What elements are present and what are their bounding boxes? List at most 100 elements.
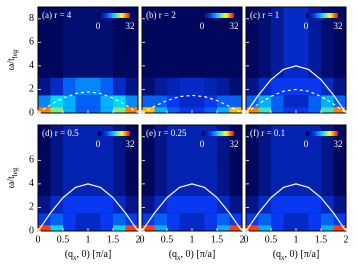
heat-cell <box>75 107 88 113</box>
heat-cell <box>88 7 101 78</box>
heat-cell <box>88 213 101 226</box>
heat-cell <box>63 107 76 113</box>
heat-cell <box>113 7 126 78</box>
heat-cell <box>38 7 51 78</box>
x-label-part: (q <box>169 249 177 260</box>
x-tick-label: 1 <box>190 234 195 245</box>
heat-cell <box>217 95 230 108</box>
heat-cell <box>142 225 155 231</box>
heat-cell <box>229 107 242 113</box>
heat-cell <box>333 7 346 78</box>
heat-cell <box>217 125 230 196</box>
heat-cell <box>63 225 76 231</box>
heat-cell <box>333 213 346 226</box>
heat-cell <box>217 107 230 113</box>
heat-cell <box>271 95 284 108</box>
heat-cell <box>204 195 217 214</box>
heat-cell <box>75 7 88 78</box>
panel <box>142 125 242 231</box>
heat-cell <box>154 107 167 113</box>
heat-cell <box>125 213 138 226</box>
heat-cell <box>283 213 296 226</box>
heat-cell <box>296 213 309 226</box>
panel-title: (f) r = 0.1 <box>250 128 285 138</box>
heat-cell <box>179 7 192 78</box>
heat-cell <box>113 107 126 113</box>
y-label-sub: leg <box>11 167 19 176</box>
heat-cell <box>258 125 271 196</box>
y-tick-label: 8 <box>29 13 34 24</box>
heat-cell <box>192 95 205 108</box>
x-label-part: , 0) [π/a] <box>77 249 112 260</box>
heat-cell <box>192 107 205 113</box>
heat-cell <box>271 77 284 96</box>
heat-cell <box>296 195 309 214</box>
colorbar-label: 32 <box>334 21 343 31</box>
heat-cell <box>100 107 113 113</box>
heat-cell <box>271 195 284 214</box>
heat-cell <box>308 195 321 214</box>
heat-cell <box>229 225 242 231</box>
heat-cell <box>50 107 63 113</box>
dispersion-curve <box>38 183 138 231</box>
y-tick-label: 6 <box>29 37 34 48</box>
x-tick-label: 1.5 <box>211 234 224 245</box>
heat-cell <box>246 213 259 226</box>
heat-cell <box>38 195 51 214</box>
x-tick-label: 0 <box>244 234 249 245</box>
dispersion-curve <box>246 183 346 231</box>
heat-cell <box>50 77 63 96</box>
heat-cell <box>50 225 63 231</box>
y-label-part: ω/t <box>6 176 17 188</box>
x-label-sub: x <box>281 254 285 262</box>
heat-cell <box>154 125 167 196</box>
heat-cell <box>296 225 309 231</box>
heat-cell <box>142 95 155 108</box>
heat-cell <box>154 95 167 108</box>
heat-cell <box>50 7 63 78</box>
heat-cell <box>192 7 205 78</box>
heat-cell <box>271 125 284 196</box>
heat-cell <box>321 225 334 231</box>
heat-cell <box>179 195 192 214</box>
x-tick-label: 0 <box>140 234 145 245</box>
heat-cell <box>333 125 346 196</box>
heat-cell <box>308 107 321 113</box>
panel-title: (e) r = 0.25 <box>146 128 187 138</box>
heat-cell <box>283 125 296 196</box>
heat-cell <box>100 7 113 78</box>
y-tick-label: 0 <box>29 225 34 236</box>
heat-cell <box>333 95 346 108</box>
heat-cell <box>204 107 217 113</box>
heat-cell <box>100 195 113 214</box>
heat-cell <box>283 77 296 96</box>
heat-cell <box>142 7 155 78</box>
heat-cell <box>113 213 126 226</box>
x-label-part: , 0) [π/a] <box>285 249 320 260</box>
x-tick-label: 2 <box>240 234 245 245</box>
heat-cell <box>204 95 217 108</box>
x-tick-label: 0.5 <box>265 234 278 245</box>
panel <box>142 7 242 113</box>
colorbar-label: 0 <box>304 21 309 31</box>
heat-cell <box>125 125 138 196</box>
heat-cell <box>333 107 346 113</box>
heat-cell <box>246 107 259 113</box>
heat-cell <box>167 7 180 78</box>
heat-cell <box>217 7 230 78</box>
y-tick-label: 4 <box>29 178 34 189</box>
panel-title: (b) r = 2 <box>146 10 176 20</box>
heat-cell <box>192 225 205 231</box>
heat-cell <box>283 7 296 78</box>
x-tick-label: 1.5 <box>107 234 120 245</box>
heat-cell <box>296 77 309 96</box>
heat-cell <box>308 213 321 226</box>
heat-cell <box>321 95 334 108</box>
heat-cell <box>296 7 309 78</box>
heat-cell <box>50 95 63 108</box>
y-tick-label: 2 <box>29 84 34 95</box>
heat-cell <box>113 225 126 231</box>
heat-cell <box>142 77 155 96</box>
x-tick-label: 2 <box>136 234 141 245</box>
